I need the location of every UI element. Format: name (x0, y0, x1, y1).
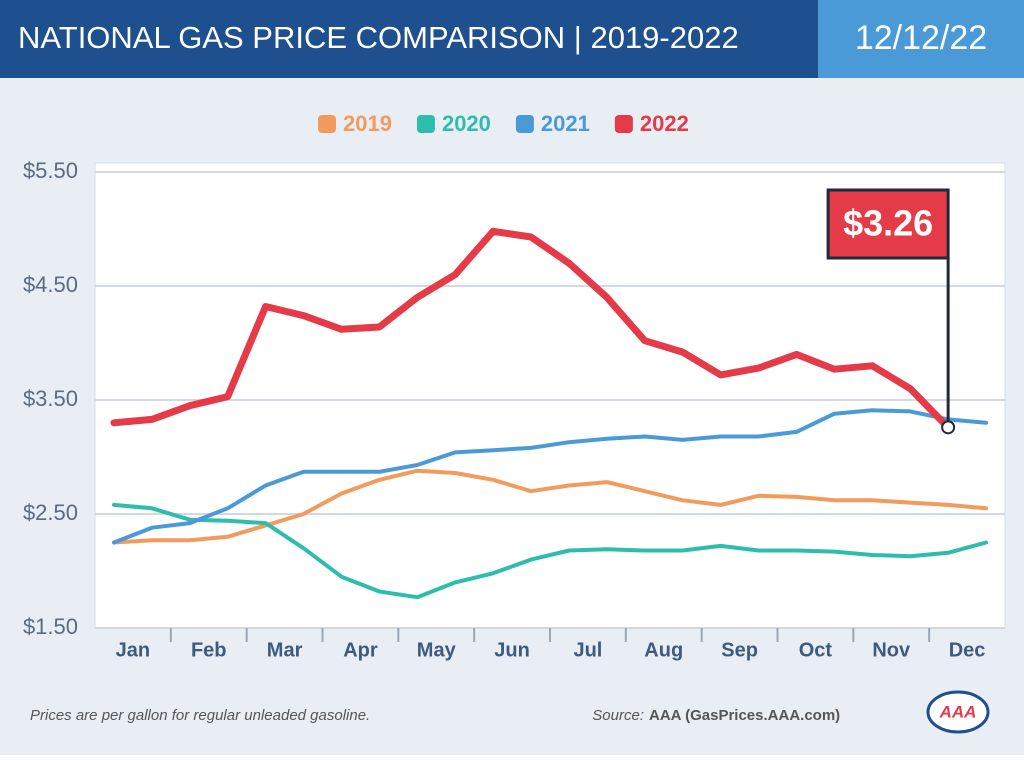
source: AAA (GasPrices.AAA.com) (649, 707, 840, 724)
x-tick-label: May (417, 639, 457, 661)
legend-label: 2022 (640, 111, 689, 136)
legend-label: 2019 (343, 111, 392, 136)
series-line (112, 502, 988, 600)
x-tick-label: Jan (116, 639, 150, 661)
x-tick-label: Jul (573, 639, 602, 661)
callout-label: $3.26 (843, 203, 933, 244)
series-line (110, 227, 952, 431)
plot: $1.50 $2.50 $3.50 $4.50 $5.50 Jan Feb Mar Apr May… (23, 111, 1005, 661)
legend-label: 2020 (442, 111, 491, 136)
x-tick-label: Nov (872, 639, 911, 661)
logo-ring (926, 690, 990, 734)
x-tick-label: Oct (799, 639, 833, 661)
series-line (112, 408, 988, 545)
y-tick-label: $5.50 (23, 158, 78, 183)
note: Prices are per gallon for regular unlead… (30, 707, 370, 724)
logo: AAA (939, 702, 977, 721)
y-tick-label: $2.50 (23, 500, 78, 525)
legend-swatch (318, 115, 336, 133)
x-tick-label: Dec (949, 639, 986, 661)
legend-swatch (614, 115, 633, 133)
end-marker (941, 420, 956, 435)
legend-label: 2021 (541, 111, 590, 136)
x-tick-label: Jun (494, 639, 530, 661)
series-line (112, 468, 988, 545)
x-tick-label: Sep (721, 639, 758, 661)
legend-swatch (515, 115, 534, 133)
y-tick-label: $3.50 (23, 386, 78, 411)
x-tick-label: Apr (343, 639, 378, 661)
y-tick-label: $1.50 (23, 614, 78, 639)
x-tick-label: Mar (267, 639, 303, 661)
title: NATIONAL GAS PRICE COMPARISON | 2019-202… (18, 20, 739, 55)
header-band (0, 0, 818, 78)
x-tick-label: Aug (644, 639, 683, 661)
legend-swatch (416, 115, 435, 133)
date-band (818, 0, 1024, 78)
y-tick-label: $4.50 (23, 272, 78, 297)
callout-box (826, 188, 950, 260)
source-label: Source: (592, 707, 644, 724)
x-tick-label: Feb (191, 639, 227, 661)
date: 12/12/22 (855, 19, 987, 57)
